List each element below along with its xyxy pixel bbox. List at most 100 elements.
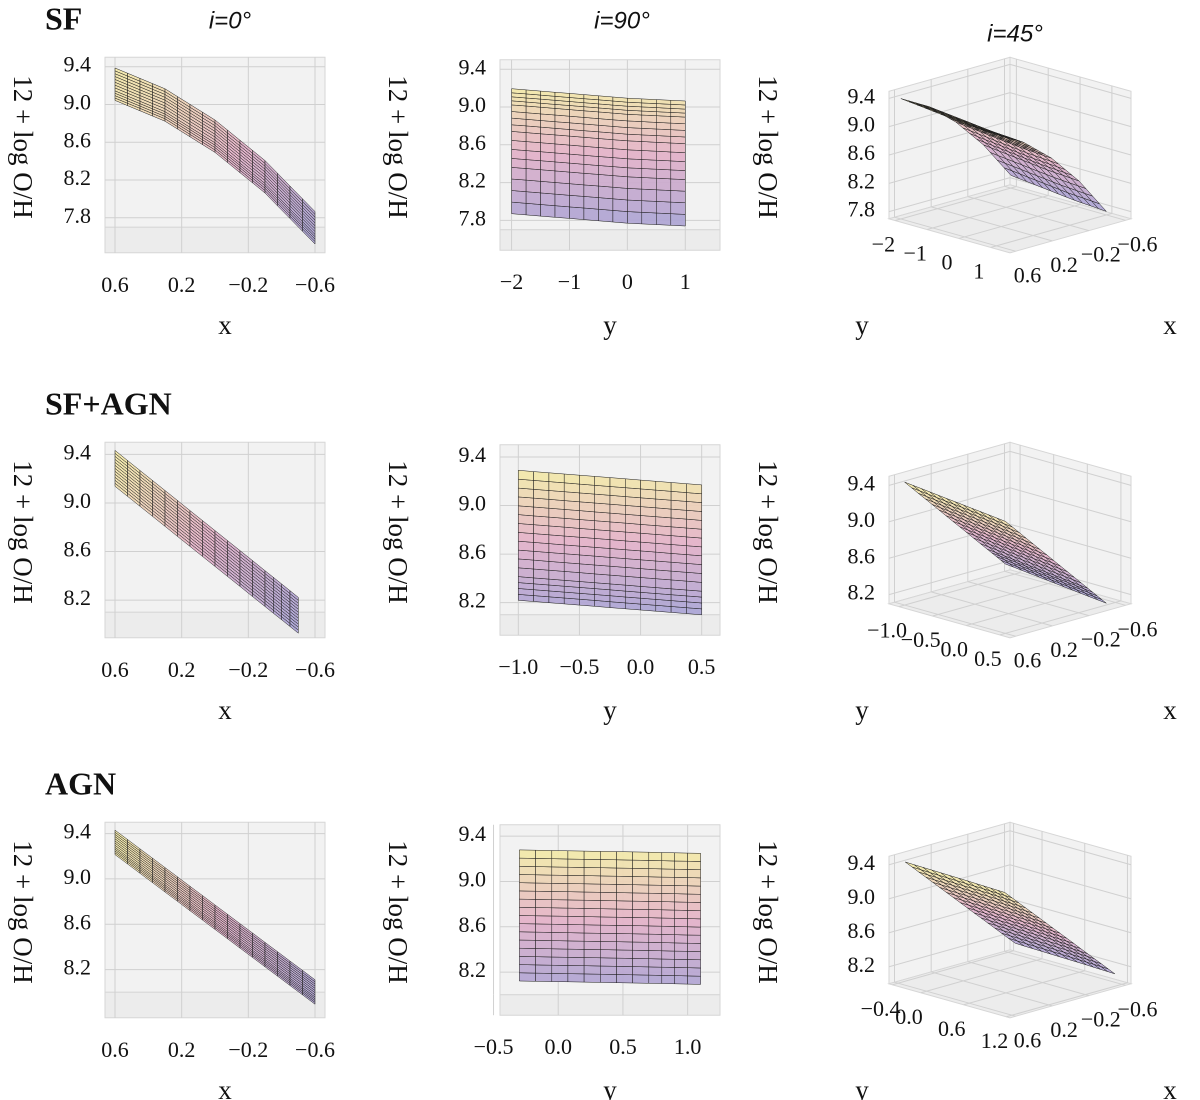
y-axis-label: y xyxy=(855,695,869,725)
y-axis-label: y xyxy=(603,1075,617,1100)
surface-patch xyxy=(511,140,527,151)
surface-patch xyxy=(627,133,643,142)
grid-line xyxy=(1009,92,1132,128)
surface-patch xyxy=(525,141,541,152)
surface-patch xyxy=(641,121,657,130)
floor-pane xyxy=(499,614,721,636)
z-tick-label: 7.8 xyxy=(848,197,876,222)
x-tick-label: −0.2 xyxy=(228,1037,268,1062)
y-tick-label: 0.5 xyxy=(974,646,1002,671)
x-tick-label: 0.2 xyxy=(1050,252,1078,277)
x-axis-label: x xyxy=(218,695,232,725)
surface-patch xyxy=(548,499,565,510)
surface-patch xyxy=(583,146,599,157)
surface-patch xyxy=(563,482,580,494)
surface-patch xyxy=(616,884,633,894)
row-title: SF xyxy=(45,0,82,36)
surface-patch xyxy=(518,567,534,579)
z-tick-label: 8.6 xyxy=(848,140,876,165)
z-tick-label: 9.0 xyxy=(848,507,876,532)
surface-patch xyxy=(511,158,527,169)
surface-patch xyxy=(563,571,580,582)
floor-pane xyxy=(887,949,1133,1019)
surface-patch xyxy=(519,947,536,957)
grid-line xyxy=(1009,830,1132,866)
surface-patch xyxy=(535,972,553,982)
z-tick-label: 8.6 xyxy=(64,909,92,934)
y-tick-label: 0.0 xyxy=(627,654,655,679)
x-tick-label: 0.6 xyxy=(1014,262,1042,287)
surface-patch xyxy=(563,473,580,485)
grid-line xyxy=(927,195,1049,230)
floor-pane xyxy=(104,611,326,639)
surface-patch xyxy=(612,210,628,224)
surface-patch xyxy=(670,129,686,138)
y-axis-label: y xyxy=(603,695,617,725)
surface-patch xyxy=(600,949,617,959)
z-tick-label: 8.6 xyxy=(459,130,487,155)
surface-patch xyxy=(609,512,626,524)
x-tick-label: −0.6 xyxy=(295,657,335,682)
surface-patch xyxy=(686,554,702,565)
surface-patch xyxy=(540,169,556,183)
surface-patch xyxy=(518,558,534,570)
grid-line xyxy=(1009,487,1132,523)
grid-line xyxy=(888,560,1011,596)
surface-patch xyxy=(579,510,595,521)
surface-patch xyxy=(551,932,569,942)
surface-patch xyxy=(533,533,550,544)
surface-patch xyxy=(583,957,601,967)
surface-patch xyxy=(551,850,569,860)
y-tick-label: −1 xyxy=(903,241,926,266)
z-tick-label: 8.6 xyxy=(459,539,487,564)
surface-patch xyxy=(674,877,688,887)
surface-patch xyxy=(594,485,611,496)
grid-line xyxy=(895,186,1017,222)
y-tick-label: 1 xyxy=(680,269,691,294)
y-tick-label: 0.5 xyxy=(688,654,716,679)
grid-line xyxy=(892,950,1014,986)
surface-patch xyxy=(548,516,565,528)
surface-patch xyxy=(535,866,553,876)
grid-line xyxy=(888,830,1011,866)
surface-patch xyxy=(656,128,672,137)
surface-patch xyxy=(511,149,527,160)
surface-patch xyxy=(594,493,611,505)
surface-patch xyxy=(648,876,663,886)
floor-pane xyxy=(499,229,721,251)
surface-patch xyxy=(632,909,650,918)
x-tick-label: 0.2 xyxy=(168,272,196,297)
surface-patch xyxy=(598,156,614,167)
grid-line xyxy=(967,961,1089,997)
z-tick-label: 9.0 xyxy=(64,864,92,889)
surface-patch xyxy=(600,900,617,910)
y-tick-label: 0.5 xyxy=(609,1034,637,1059)
surface-patch xyxy=(551,940,569,950)
z-tick-label: 8.2 xyxy=(64,165,92,190)
surface-patch xyxy=(641,168,657,179)
surface-patch xyxy=(687,975,701,985)
floor-pane xyxy=(104,226,326,254)
x-tick-label: 0.2 xyxy=(168,1037,196,1062)
surface-patch xyxy=(627,149,643,160)
z-tick-label: 9.4 xyxy=(64,819,92,844)
x-tick-label: 0.2 xyxy=(1050,637,1078,662)
surface-patch xyxy=(594,573,611,585)
surface-patch xyxy=(600,933,617,942)
surface-patch xyxy=(563,535,580,547)
y-tick-label: −1.0 xyxy=(867,618,907,643)
y-tick-label: −0.5 xyxy=(901,627,941,652)
surface-patch xyxy=(616,966,633,976)
surface-patch xyxy=(535,940,553,950)
surface-patch xyxy=(533,471,550,482)
surface-patch xyxy=(612,148,628,160)
surface-patch xyxy=(686,580,702,592)
grid-line xyxy=(1004,570,1126,606)
surface-patch xyxy=(686,563,702,574)
z-tick-label: 9.4 xyxy=(848,470,876,495)
column-title: i=0° xyxy=(209,7,252,34)
surface-patch xyxy=(670,482,687,493)
surface-patch xyxy=(533,489,550,500)
surface-patch xyxy=(579,563,595,575)
surface-patch xyxy=(554,161,570,173)
